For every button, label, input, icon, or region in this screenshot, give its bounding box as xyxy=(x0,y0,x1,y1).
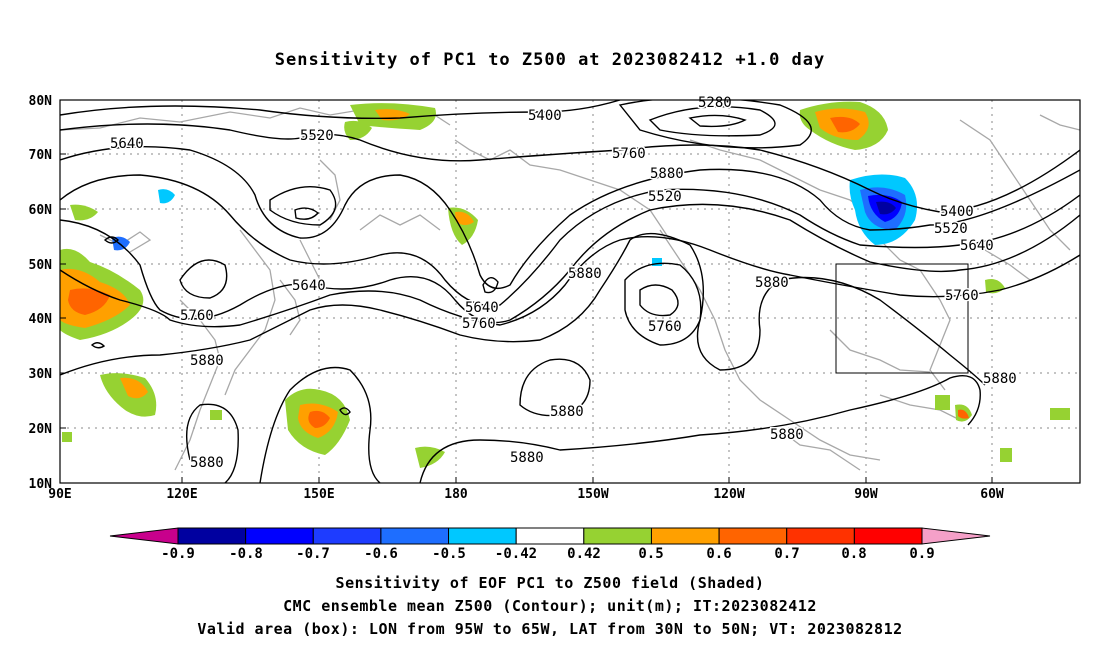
contour-label: 5760 xyxy=(612,146,646,162)
lon-label: 180 xyxy=(444,487,468,502)
lon-label: 120W xyxy=(713,487,744,502)
colorbar-label: -0.6 xyxy=(364,546,398,562)
colorbar-label: 0.7 xyxy=(774,546,799,562)
axis-ticks xyxy=(60,99,993,483)
lat-label: 70N xyxy=(29,148,53,163)
colorbar-label: 0.6 xyxy=(706,546,731,562)
grid-lines xyxy=(60,100,1080,483)
colorbar-label: 0.8 xyxy=(841,546,866,562)
z500-contours xyxy=(60,100,1080,483)
lon-label: 150E xyxy=(303,487,334,502)
footer-line-1: Sensitivity of EOF PC1 to Z500 field (Sh… xyxy=(335,574,765,592)
contour-label: 5520 xyxy=(300,128,334,144)
colorbar-cell xyxy=(583,527,652,545)
lon-label: 90W xyxy=(854,487,878,502)
contour-labels: 5280 5400 5520 5640 5760 5880 5400 5520 … xyxy=(109,94,1019,473)
contour-label: 5520 xyxy=(648,189,682,205)
colorbar-high-triangle xyxy=(921,527,991,545)
contour-label: 5640 xyxy=(465,300,499,316)
contour-label: 5880 xyxy=(550,404,584,420)
contour-label: 5760 xyxy=(462,316,496,332)
contour-label: 5640 xyxy=(292,278,326,294)
lon-label: 90E xyxy=(48,487,71,502)
contour-label: 5280 xyxy=(698,95,732,111)
colorbar-label: -0.42 xyxy=(495,546,537,562)
map-frame xyxy=(59,99,1081,484)
colorbar-cell xyxy=(245,527,314,545)
contour-label: 5880 xyxy=(650,166,684,182)
colorbar-label: -0.7 xyxy=(296,546,330,562)
contour-label: 5880 xyxy=(770,427,804,443)
lat-label: 30N xyxy=(29,367,53,382)
lat-label: 10N xyxy=(29,477,53,492)
colorbar-label: 0.5 xyxy=(638,546,663,562)
contour-label: 5880 xyxy=(510,450,544,466)
contour-label: 5880 xyxy=(983,371,1017,387)
chart-title: Sensitivity of PC1 to Z500 at 2023082412… xyxy=(274,50,826,70)
colorbar-cell xyxy=(448,527,517,545)
colorbar-cell xyxy=(718,527,788,545)
colorbar-cell xyxy=(786,527,855,545)
contour-label: 5880 xyxy=(755,275,789,291)
colorbar-cell xyxy=(515,527,585,545)
colorbar: -0.9 -0.8 -0.7 -0.6 -0.5 -0.42 0.42 0.5 … xyxy=(109,527,991,562)
footer-line-2: CMC ensemble mean Z500 (Contour); unit(m… xyxy=(283,597,817,615)
colorbar-cell xyxy=(853,527,923,545)
colorbar-label: -0.9 xyxy=(161,546,195,562)
lon-labels: 90E 120E 150E 180 150W 120W 90W 60W xyxy=(48,487,1004,502)
colorbar-cell xyxy=(650,527,720,545)
contour-label: 5760 xyxy=(648,319,682,335)
contour-label: 5880 xyxy=(190,353,224,369)
lat-label: 60N xyxy=(29,203,53,218)
colorbar-cell xyxy=(177,527,247,545)
contour-label: 5640 xyxy=(110,136,144,152)
colorbar-label: -0.8 xyxy=(229,546,263,562)
contour-label: 5400 xyxy=(528,108,562,124)
lat-label: 80N xyxy=(29,94,53,109)
contour-label: 5880 xyxy=(568,266,602,282)
valid-area-box xyxy=(835,263,969,374)
contour-label: 5880 xyxy=(190,455,224,471)
lon-label: 60W xyxy=(980,487,1004,502)
lon-label: 150W xyxy=(577,487,608,502)
lon-label: 120E xyxy=(166,487,197,502)
contour-label: 5640 xyxy=(960,238,994,254)
contour-label: 5760 xyxy=(945,288,979,304)
contour-label: 5520 xyxy=(934,221,968,237)
shaded-sensitivity xyxy=(60,101,1070,468)
footer-line-3: Valid area (box): LON from 95W to 65W, L… xyxy=(197,620,903,638)
lat-label: 20N xyxy=(29,422,53,437)
colorbar-low-triangle xyxy=(109,527,179,545)
colorbar-label: 0.42 xyxy=(567,546,601,562)
colorbar-cell xyxy=(312,527,382,545)
lat-labels: 80N 70N 60N 50N 40N 30N 20N 10N xyxy=(29,94,53,492)
lat-label: 40N xyxy=(29,312,53,327)
lat-label: 50N xyxy=(29,258,53,273)
contour-label: 5760 xyxy=(180,308,214,324)
contour-label: 5400 xyxy=(940,204,974,220)
colorbar-label: -0.5 xyxy=(432,546,466,562)
colorbar-cell xyxy=(380,527,450,545)
colorbar-label: 0.9 xyxy=(909,546,934,562)
